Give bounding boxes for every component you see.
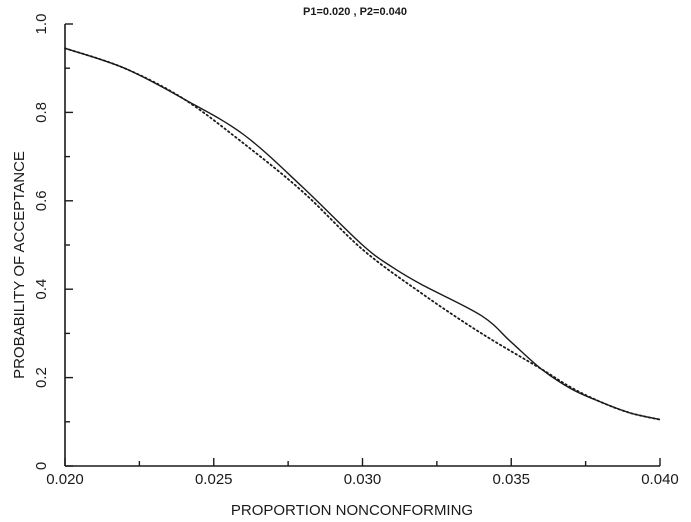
y-axis-label: PROBABILITY OF ACCEPTANCE — [11, 151, 28, 379]
x-tick-label: 0.035 — [492, 471, 530, 488]
x-axis-label: PROPORTION NONCONFORMING — [231, 502, 473, 519]
x-tick-label: 0.040 — [641, 471, 679, 488]
y-tick-label: 0 — [33, 462, 50, 470]
y-tick-label: 0.2 — [33, 367, 50, 388]
solid-series-line — [64, 47, 661, 421]
dotted-series-line — [64, 47, 661, 421]
series-group — [64, 47, 661, 421]
y-tick-label: 0.4 — [33, 279, 50, 300]
y-tick-label: 1.0 — [33, 14, 50, 35]
x-tick-label: 0.025 — [195, 471, 233, 488]
y-tick-label: 0.8 — [33, 102, 50, 123]
y-tick-label: 0.6 — [33, 190, 50, 211]
x-tick-label: 0.030 — [344, 471, 382, 488]
chart-title: P1=0.020 , P2=0.040 — [303, 6, 407, 18]
x-tick-label: 0.020 — [46, 471, 84, 488]
ticks: 0.020 0.025 0.030 0.035 0.040 0 0.2 0.4 0.6 0.8 1.… — [33, 14, 679, 488]
